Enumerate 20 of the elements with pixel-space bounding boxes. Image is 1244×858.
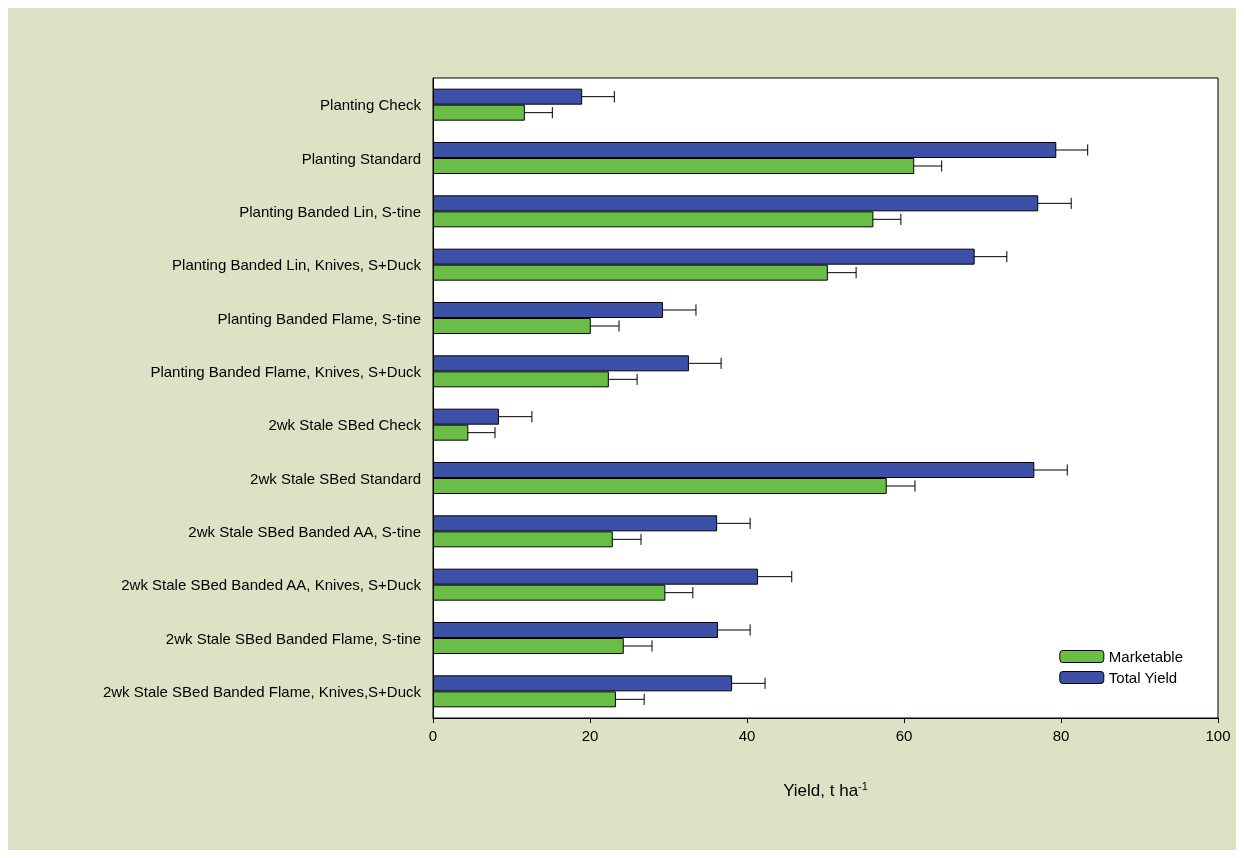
y-tick-label: Planting Check bbox=[320, 96, 422, 114]
legend-label: Marketable bbox=[1108, 648, 1183, 665]
y-tick-label: Planting Banded Flame, S-tine bbox=[217, 309, 421, 327]
x-tick-label: 20 bbox=[581, 727, 599, 744]
y-tick-label: Planting Banded Lin, S-tine bbox=[239, 202, 421, 220]
y-tick-label: 2wk Stale SBed Banded AA, Knives, S+Duck bbox=[121, 576, 422, 594]
x-tick-label: 0 bbox=[428, 727, 438, 744]
y-tick-label: Planting Banded Flame, Knives, S+Duck bbox=[150, 362, 422, 380]
x-tick-label: 100 bbox=[1205, 727, 1231, 744]
x-tick-label: 80 bbox=[1052, 727, 1070, 744]
x-tick-label: 60 bbox=[895, 727, 913, 744]
legend-label: Total Yield bbox=[1108, 669, 1178, 686]
y-tick-label: 2wk Stale SBed Check bbox=[268, 416, 422, 434]
y-tick-label: 2wk Stale SBed Banded Flame, Knives,S+Duck bbox=[102, 682, 422, 700]
y-tick-label: Planting Banded Lin, Knives, S+Duck bbox=[172, 256, 422, 274]
y-tick-label: 2wk Stale SBed Standard bbox=[250, 469, 421, 487]
y-tick-label: 2wk Stale SBed Banded Flame, S-tine bbox=[165, 629, 421, 647]
y-tick-label: 2wk Stale SBed Banded AA, S-tine bbox=[188, 522, 421, 540]
y-tick-label: Planting Standard bbox=[301, 149, 421, 167]
x-tick-label: 40 bbox=[738, 727, 756, 744]
